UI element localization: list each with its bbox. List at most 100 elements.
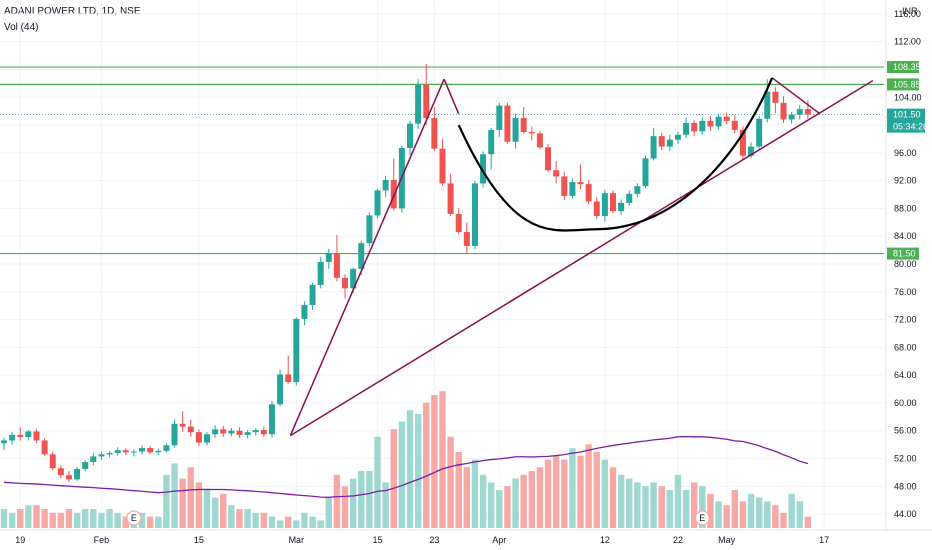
candle-body bbox=[658, 136, 665, 147]
candle-body bbox=[268, 404, 275, 435]
volume-bar bbox=[82, 509, 89, 528]
volume-bar bbox=[796, 501, 803, 528]
volume-bar bbox=[195, 482, 203, 528]
volume-bar bbox=[520, 474, 527, 528]
time-tick-label: 15 bbox=[373, 535, 383, 545]
candle-body bbox=[731, 120, 738, 130]
candle-body bbox=[431, 118, 438, 149]
candle-body bbox=[17, 434, 24, 437]
volume-bar bbox=[423, 402, 430, 528]
handle-line bbox=[771, 77, 821, 115]
volume-ma-line bbox=[3, 435, 809, 498]
candle-body bbox=[65, 475, 72, 480]
price-tick-label: 104.00 bbox=[894, 92, 922, 102]
candle-body bbox=[756, 118, 763, 147]
candle-body bbox=[561, 176, 568, 196]
candle-body bbox=[788, 114, 795, 120]
volume-bar bbox=[414, 414, 422, 528]
price-tick-label: 60.00 bbox=[894, 398, 917, 408]
volume-bar bbox=[390, 429, 397, 528]
volume-bar bbox=[731, 490, 738, 528]
price-tick-label: 92.00 bbox=[894, 176, 917, 186]
volume-bar bbox=[203, 490, 211, 528]
volume-bar bbox=[276, 520, 284, 528]
candle-body bbox=[407, 123, 413, 148]
candle-body bbox=[155, 450, 162, 453]
volume-bar bbox=[57, 512, 65, 528]
volume-bar bbox=[382, 482, 389, 528]
volume-bar bbox=[747, 493, 755, 528]
volume-bar bbox=[666, 490, 674, 528]
candle-body bbox=[130, 451, 137, 453]
volume-bar bbox=[406, 410, 414, 528]
volume-bar bbox=[98, 512, 105, 528]
volume-bar bbox=[699, 486, 706, 528]
candle-body bbox=[252, 430, 259, 433]
candle-body bbox=[163, 445, 170, 451]
candle-body bbox=[179, 423, 186, 427]
volume-bar bbox=[617, 474, 625, 528]
level-tag bbox=[887, 247, 919, 260]
time-tick-label: 23 bbox=[429, 535, 439, 545]
price-tick-label: 48.00 bbox=[894, 481, 917, 491]
candle-body bbox=[317, 261, 324, 285]
volume-bar bbox=[41, 509, 48, 528]
candle-body bbox=[691, 122, 698, 132]
candle-body bbox=[569, 182, 576, 196]
volume-bar bbox=[268, 516, 276, 528]
volume-bar bbox=[609, 467, 617, 528]
candle-body bbox=[74, 468, 81, 480]
volume-bar bbox=[723, 505, 730, 528]
candle-body bbox=[90, 456, 97, 462]
candle-body bbox=[41, 440, 48, 455]
volume-bar bbox=[146, 516, 154, 528]
volume-bar bbox=[8, 512, 16, 528]
volume-bar bbox=[544, 459, 552, 528]
volume-bar bbox=[349, 478, 357, 528]
currency-label: INR bbox=[902, 6, 918, 16]
volume-bar bbox=[106, 509, 113, 528]
time-tick-label: Feb bbox=[94, 535, 110, 545]
candle-body bbox=[98, 454, 105, 457]
level-tag-text: 81.50 bbox=[893, 249, 916, 259]
volume-bar bbox=[577, 455, 584, 528]
candle-body bbox=[480, 154, 487, 184]
candle-body bbox=[666, 139, 673, 147]
candle-body bbox=[601, 193, 608, 217]
candles bbox=[1, 63, 811, 483]
event-letter: E bbox=[699, 513, 705, 523]
candle-body bbox=[122, 450, 129, 453]
price-tick-label: 84.00 bbox=[894, 231, 917, 241]
time-tick-label: May bbox=[718, 535, 736, 545]
level-tag bbox=[887, 78, 919, 91]
volume-bar bbox=[358, 471, 365, 528]
candle-body bbox=[285, 374, 292, 383]
volume-bar bbox=[374, 436, 381, 528]
candle-body bbox=[780, 102, 787, 120]
volume-bar bbox=[17, 509, 24, 528]
candle-body bbox=[277, 374, 284, 405]
volume-bar bbox=[49, 512, 56, 528]
volume-bar bbox=[496, 490, 503, 528]
candle-body bbox=[106, 452, 113, 455]
candle-body bbox=[9, 434, 16, 441]
volume-bar bbox=[479, 474, 487, 528]
candle-body bbox=[674, 134, 681, 140]
time-tick-label: 19 bbox=[15, 535, 25, 545]
volume-bar bbox=[471, 459, 479, 528]
volume-bar bbox=[528, 471, 535, 528]
time-tick-label: 15 bbox=[194, 535, 204, 545]
volume-bar bbox=[260, 512, 268, 528]
candle-body bbox=[593, 201, 600, 217]
candle-body bbox=[496, 105, 503, 130]
candle-body bbox=[374, 190, 381, 216]
candle-body bbox=[455, 213, 462, 233]
price-tick-label: 52.00 bbox=[894, 454, 917, 464]
volume-bar bbox=[739, 501, 747, 528]
volume-bar bbox=[431, 395, 438, 528]
rising-trendline bbox=[289, 79, 874, 437]
volume-bar bbox=[455, 452, 462, 528]
candle-body bbox=[114, 450, 121, 453]
candle-body bbox=[382, 179, 389, 191]
